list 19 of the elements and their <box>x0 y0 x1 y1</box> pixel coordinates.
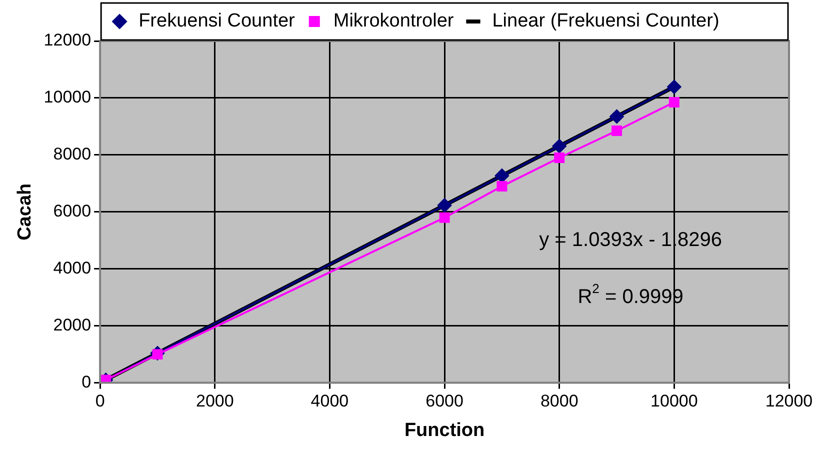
x-tick-label: 6000 <box>426 392 464 411</box>
x-axis-title: Function <box>404 420 485 441</box>
y-tick-label: 10000 <box>44 88 92 107</box>
x-tick-label: 10000 <box>650 392 698 411</box>
x-tick-label: 2000 <box>196 392 234 411</box>
y-tick-label: 2000 <box>53 316 92 335</box>
legend-label: Linear (Frekuensi Counter) <box>492 10 720 32</box>
x-tick-label: 8000 <box>540 392 578 411</box>
y-tick-label: 0 <box>82 372 92 392</box>
y-tick-label: 12000 <box>44 30 92 50</box>
legend-label: Frekuensi Counter <box>138 10 296 32</box>
y-axis-title: Cacah <box>14 183 36 240</box>
y-tick-label: 8000 <box>53 144 92 164</box>
x-tick-label: 4000 <box>310 392 349 411</box>
y-tick-label: 4000 <box>53 258 92 278</box>
x-tick-label: 0 <box>95 392 105 411</box>
y-tick-label: 6000 <box>53 202 92 221</box>
x-tick-label: 12000 <box>765 392 813 411</box>
legend-label: Mikrokontroler <box>333 10 454 32</box>
